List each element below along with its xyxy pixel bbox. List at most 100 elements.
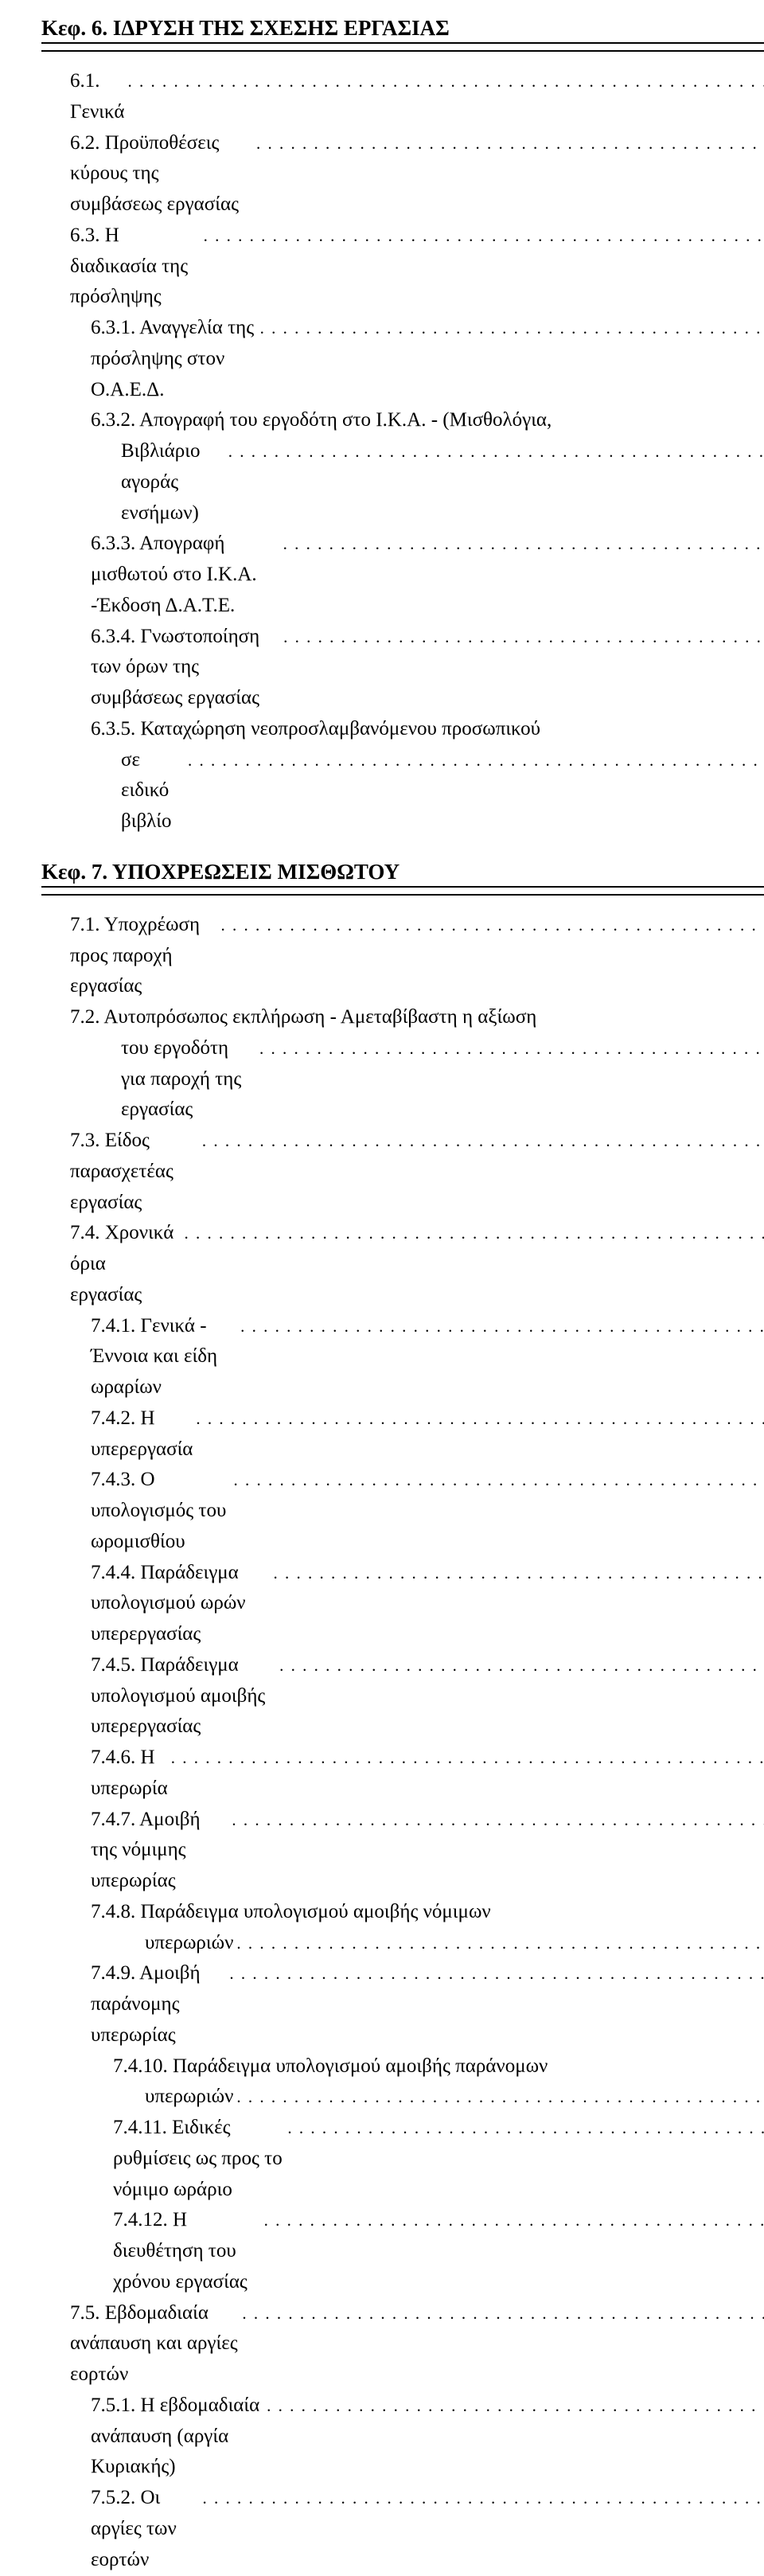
toc-leader bbox=[225, 439, 764, 465]
toc-entry: 6.2. Προϋποθέσεις κύρους της συμβάσεως ε… bbox=[41, 128, 764, 221]
toc-label: 7.4.2. Η υπερεργασία bbox=[91, 1403, 193, 1466]
chapter-6-heading: Κεφ. 6. ΙΔΡΥΣΗ ΤΗΣ ΣΧΕΣΗΣ ΕΡΓΑΣΙΑΣ bbox=[41, 16, 764, 41]
toc-label: 6.3.3. Απογραφή μισθωτού στο Ι.Κ.Α. -Έκδ… bbox=[91, 529, 280, 621]
spacer bbox=[41, 837, 764, 860]
divider-thin bbox=[41, 886, 764, 888]
toc-label: υπερωριών bbox=[145, 1928, 233, 1959]
toc-entry: 7.5. Εβδομαδιαία ανάπαυση και αργίες εορ… bbox=[41, 2298, 764, 2391]
toc-label: 7.5.2. Οι αργίες των εορτών bbox=[91, 2483, 200, 2575]
toc-leader bbox=[181, 1220, 764, 1247]
toc-chapter-6: 6.1. Γενικά446.2. Προϋποθέσεις κύρους τη… bbox=[41, 66, 764, 837]
toc-label: 6.3.1. Αναγγελία της πρόσληψης στον Ο.Α.… bbox=[91, 313, 257, 405]
toc-leader bbox=[280, 624, 764, 650]
toc-entry: 7.4.8. Παράδειγμα υπολογισμού αμοιβής νό… bbox=[41, 1897, 764, 1928]
toc-entry: 7.2. Αυτοπρόσωπος εκπλήρωση - Αμεταβίβασ… bbox=[41, 1002, 764, 1033]
toc-label: του εργοδότη για παροχή της εργασίας bbox=[121, 1033, 256, 1126]
toc-leader bbox=[239, 2301, 764, 2327]
toc-leader bbox=[253, 131, 764, 157]
toc-label: 7.4.6. Η υπερωρία bbox=[91, 1743, 168, 1805]
toc-leader bbox=[276, 1653, 764, 1679]
toc-leader bbox=[199, 1128, 764, 1154]
toc-label: 6.2. Προϋποθέσεις κύρους της συμβάσεως ε… bbox=[70, 128, 253, 221]
toc-label: 7.4.7. Αμοιβή της νόμιμης υπερωρίας bbox=[91, 1805, 228, 1897]
toc-label: 7.4.10. Παράδειγμα υπολογισμού αμοιβής π… bbox=[113, 2051, 548, 2082]
toc-label: 7.4.12. Η διευθέτηση του χρόνου εργασίας bbox=[113, 2205, 261, 2297]
toc-label: 7.5. Εβδομαδιαία ανάπαυση και αργίες εορ… bbox=[70, 2298, 239, 2391]
toc-label: 7.5.1. Η εβδομαδιαία ανάπαυση (αργία Κυρ… bbox=[91, 2391, 263, 2483]
toc-label: 6.3. Η διαδικασία της πρόσληψης bbox=[70, 221, 201, 313]
chapter-7-heading: Κεφ. 7. ΥΠΟΧΡΕΩΣΕΙΣ ΜΙΣΘΩΤΟΥ bbox=[41, 860, 764, 884]
toc-entry: 7.5.1. Η εβδομαδιαία ανάπαυση (αργία Κυρ… bbox=[41, 2391, 764, 2483]
toc-entry: 6.3.1. Αναγγελία της πρόσληψης στον Ο.Α.… bbox=[41, 313, 764, 405]
toc-entry: 7.4.6. Η υπερωρία65 bbox=[41, 1743, 764, 1805]
toc-label: 6.3.2. Απογραφή του εργοδότη στο Ι.Κ.Α. … bbox=[91, 405, 552, 436]
toc-label: 7.4. Χρονικά όρια εργασίας bbox=[70, 1218, 181, 1310]
toc-label: 7.4.8. Παράδειγμα υπολογισμού αμοιβής νό… bbox=[91, 1897, 491, 1928]
toc-entry: 7.4.3. Ο υπολογισμός του ωρομισθίου62 bbox=[41, 1465, 764, 1557]
toc-entry: 6.3.4. Γνωστοποίηση των όρων της συμβάσε… bbox=[41, 622, 764, 714]
toc-label: 7.4.5. Παράδειγμα υπολογισμού αμοιβής υπ… bbox=[91, 1650, 276, 1743]
toc-entry: 7.3. Είδος παρασχετέας εργασίας58 bbox=[41, 1126, 764, 1218]
toc-label: 7.4.4. Παράδειγμα υπολογισμού ωρών υπερε… bbox=[91, 1558, 271, 1650]
toc-leader bbox=[263, 2393, 764, 2419]
toc-entry: υπερωριών69 bbox=[41, 2082, 764, 2113]
toc-entry: 7.4. Χρονικά όρια εργασίας59 bbox=[41, 1218, 764, 1310]
toc-entry: 7.4.1. Γενικά - Έννοια και είδη ωραρίων5… bbox=[41, 1311, 764, 1403]
toc-label: 6.1. Γενικά bbox=[70, 66, 124, 128]
toc-entry: 7.4.10. Παράδειγμα υπολογισμού αμοιβής π… bbox=[41, 2051, 764, 2082]
divider-thick bbox=[41, 894, 764, 896]
toc-leader bbox=[200, 2485, 764, 2512]
toc-label: σε ειδικό βιβλίο bbox=[121, 745, 185, 837]
toc-entry: 6.1. Γενικά44 bbox=[41, 66, 764, 128]
toc-entry: 6.3.5. Καταχώρηση νεοπροσλαμβανόμενου πρ… bbox=[41, 714, 764, 745]
toc-label: 7.4.1. Γενικά - Έννοια και είδη ωραρίων bbox=[91, 1311, 237, 1403]
toc-entry: υπερωριών67 bbox=[41, 1928, 764, 1959]
toc-label: υπερωριών bbox=[145, 2082, 233, 2113]
toc-leader bbox=[280, 531, 764, 557]
toc-label: 7.5.3. Η αμοιβή της εργασίας κατά Κυριακ… bbox=[91, 2575, 278, 2576]
toc-entry: 7.4.7. Αμοιβή της νόμιμης υπερωρίας66 bbox=[41, 1805, 764, 1897]
toc-label: 7.2. Αυτοπρόσωπος εκπλήρωση - Αμεταβίβασ… bbox=[70, 1002, 536, 1033]
toc-entry: 6.3.3. Απογραφή μισθωτού στο Ι.Κ.Α. -Έκδ… bbox=[41, 529, 764, 621]
toc-leader bbox=[233, 2084, 764, 2110]
toc-leader bbox=[218, 912, 764, 939]
toc-leader bbox=[124, 68, 764, 95]
toc-leader bbox=[261, 2207, 764, 2234]
toc-entry: του εργοδότη για παροχή της εργασίας57 bbox=[41, 1033, 764, 1126]
toc-leader bbox=[168, 1745, 764, 1771]
toc-leader bbox=[230, 1467, 764, 1493]
toc-label: 7.3. Είδος παρασχετέας εργασίας bbox=[70, 1126, 199, 1218]
toc-leader bbox=[237, 1313, 764, 1340]
divider-thick bbox=[41, 50, 764, 52]
toc-leader bbox=[185, 747, 764, 774]
toc-leader bbox=[233, 1930, 764, 1957]
page: Κεφ. 6. ΙΔΡΥΣΗ ΤΗΣ ΣΧΕΣΗΣ ΕΡΓΑΣΙΑΣ 6.1. … bbox=[41, 16, 764, 2576]
toc-leader bbox=[284, 2115, 764, 2141]
toc-entry: 6.3. Η διαδικασία της πρόσληψης47 bbox=[41, 221, 764, 313]
toc-entry: Βιβλιάριο αγοράς ενσήμων)48 bbox=[41, 436, 764, 529]
divider-thin bbox=[41, 42, 764, 44]
toc-entry: 7.4.5. Παράδειγμα υπολογισμού αμοιβής υπ… bbox=[41, 1650, 764, 1743]
toc-label: 7.4.11. Ειδικές ρυθμίσεις ως προς το νόμ… bbox=[113, 2113, 284, 2205]
toc-label: 6.3.5. Καταχώρηση νεοπροσλαμβανόμενου πρ… bbox=[91, 714, 540, 745]
toc-label: Βιβλιάριο αγοράς ενσήμων) bbox=[121, 436, 225, 529]
toc-entry: 7.5.2. Οι αργίες των εορτών76 bbox=[41, 2483, 764, 2575]
toc-leader bbox=[193, 1406, 764, 1432]
toc-chapter-7: 7.1. Υποχρέωση προς παροχή εργασίας567.2… bbox=[41, 910, 764, 2576]
toc-leader bbox=[271, 1560, 764, 1587]
toc-entry: 7.4.2. Η υπερεργασία61 bbox=[41, 1403, 764, 1466]
toc-entry: 7.4.12. Η διευθέτηση του χρόνου εργασίας… bbox=[41, 2205, 764, 2297]
toc-entry: 7.4.9. Αμοιβή παράνομης υπερωρίας68 bbox=[41, 1958, 764, 2051]
toc-label: 7.1. Υποχρέωση προς παροχή εργασίας bbox=[70, 910, 218, 1002]
toc-leader bbox=[256, 1036, 764, 1062]
toc-leader bbox=[226, 1961, 764, 1987]
toc-leader bbox=[257, 315, 764, 342]
toc-entry: 7.5.3. Η αμοιβή της εργασίας κατά Κυριακ… bbox=[41, 2575, 764, 2576]
toc-leader bbox=[201, 223, 764, 249]
toc-entry: σε ειδικό βιβλίο52 bbox=[41, 745, 764, 837]
toc-entry: 7.1. Υποχρέωση προς παροχή εργασίας56 bbox=[41, 910, 764, 1002]
toc-entry: 7.4.4. Παράδειγμα υπολογισμού ωρών υπερε… bbox=[41, 1558, 764, 1650]
toc-label: 6.3.4. Γνωστοποίηση των όρων της συμβάσε… bbox=[91, 622, 280, 714]
toc-label: 7.4.9. Αμοιβή παράνομης υπερωρίας bbox=[91, 1958, 226, 2051]
toc-label: 7.4.3. Ο υπολογισμός του ωρομισθίου bbox=[91, 1465, 230, 1557]
